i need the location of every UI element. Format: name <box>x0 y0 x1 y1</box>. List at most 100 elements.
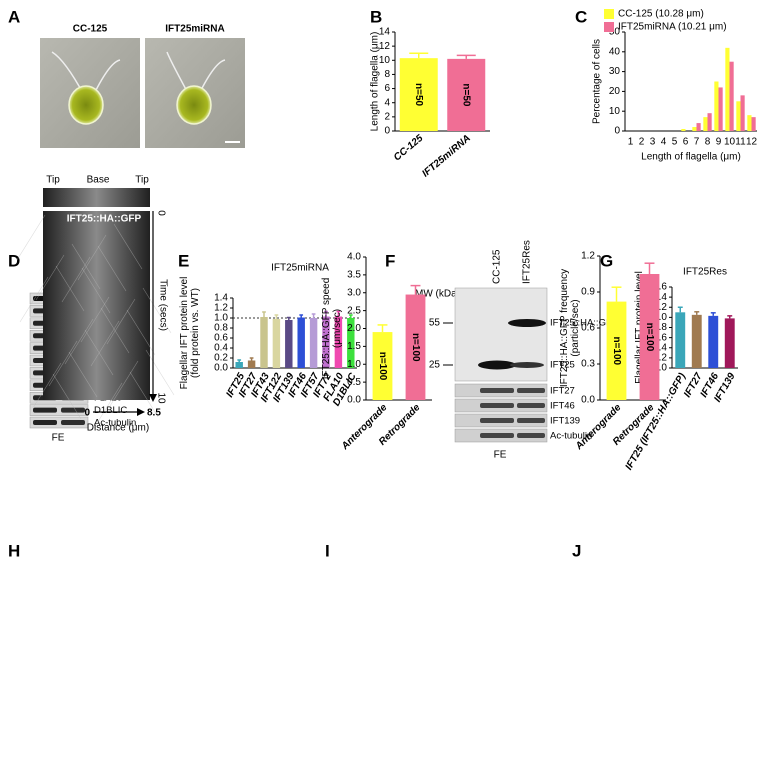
distance-tick: 0 <box>84 408 90 419</box>
y-tick-label: 10 <box>609 106 621 117</box>
kymo-track <box>84 329 114 376</box>
y-tick-label: 12 <box>379 41 391 52</box>
fraction-label: FE <box>52 433 65 444</box>
kymo-track <box>71 243 101 290</box>
mw-marker: 55 <box>429 318 441 329</box>
band <box>33 420 57 425</box>
band <box>61 420 85 425</box>
y-tick-label: 4 <box>384 97 390 108</box>
bar <box>405 294 426 400</box>
bar-annotation: n=100 <box>611 336 622 365</box>
micrograph-label: CC-125 <box>73 24 108 35</box>
bar <box>372 332 393 400</box>
bar <box>707 113 712 131</box>
bar <box>347 318 355 368</box>
kymo-track <box>93 382 123 429</box>
kymo-strip <box>43 188 150 207</box>
y-tick-label: 0.6 <box>214 333 228 344</box>
time-tick: 0 <box>155 210 166 216</box>
kymo-top-label: Base <box>87 175 110 186</box>
x-tick-label: IFT25miRNA <box>420 133 473 180</box>
legend-label: IFT25miRNA (10.21 μm) <box>618 22 727 33</box>
bar <box>725 47 730 132</box>
band <box>517 433 545 438</box>
kymo-track <box>32 362 62 409</box>
band <box>480 403 514 408</box>
kymo-top-label: Tip <box>46 175 60 186</box>
y-tick-label: 1.6 <box>653 282 667 293</box>
x-tick-label: 3 <box>650 137 656 148</box>
bar <box>675 312 686 368</box>
y-tick-label: 40 <box>609 46 621 57</box>
kymo-track <box>61 256 91 303</box>
panel-letter: G <box>600 251 613 270</box>
time-tick: 10 <box>155 392 166 404</box>
y-tick-label: 0.2 <box>653 353 667 364</box>
x-tick-label: 12 <box>746 137 758 148</box>
kymo-track <box>109 360 139 407</box>
bar <box>724 318 735 368</box>
bar <box>272 319 281 368</box>
x-tick-label: 11 <box>735 137 746 148</box>
kymo-track <box>129 371 159 418</box>
bar-annotation: n=50 <box>413 83 424 107</box>
y-tick-label: 0.4 <box>653 342 667 353</box>
y-tick-label: 8 <box>384 69 390 80</box>
y-axis-label: Length of flagella (μm) <box>370 32 381 132</box>
y-tick-label: 1.4 <box>653 292 667 303</box>
band <box>510 362 544 368</box>
chart-title: IFT25miRNA <box>271 263 329 274</box>
kymo-top-label: Tip <box>135 175 149 186</box>
distance-tick: 8.5 <box>147 408 161 419</box>
bar <box>235 362 243 368</box>
kymo-track <box>80 296 110 343</box>
bar <box>681 129 686 131</box>
panel-letter: F <box>385 251 395 270</box>
y-tick-label: 1.2 <box>653 302 667 313</box>
y-tick-label: 1.2 <box>581 251 595 262</box>
y-tick-label: 14 <box>379 27 391 38</box>
bar <box>703 117 708 131</box>
kymo-track <box>113 223 143 270</box>
kymo-track <box>142 287 172 334</box>
band-label: IFT25::HA::GFP <box>550 318 618 329</box>
x-tick-label: 6 <box>683 137 689 148</box>
arrow-head <box>149 394 157 402</box>
band-label: IFT46 <box>550 401 575 412</box>
distance-label: Distance (μm) <box>87 423 149 434</box>
fraction-label: FE <box>494 450 507 461</box>
x-tick-label: 4 <box>661 137 667 148</box>
y-tick-label: 4.0 <box>347 252 361 263</box>
bar-annotation: n=50 <box>461 83 472 107</box>
y-axis-label: (particle/sec) <box>570 299 581 356</box>
panel-letter: H <box>8 541 20 560</box>
x-tick-label: 7 <box>694 137 700 148</box>
bar <box>691 314 702 368</box>
y-tick-label: 1.0 <box>347 359 361 370</box>
panel-letter: B <box>370 7 382 26</box>
bar <box>639 274 660 400</box>
panel-letter: D <box>8 251 20 270</box>
band-label: Ac-tubulin <box>550 431 592 442</box>
kymo-track <box>106 298 136 345</box>
band <box>517 418 545 423</box>
band <box>517 388 545 393</box>
chart-title: IFT25Res <box>683 267 727 278</box>
cell <box>68 85 104 125</box>
y-tick-label: 0.8 <box>653 322 667 333</box>
y-tick-label: 0.9 <box>581 287 595 298</box>
kymo-track <box>16 214 46 261</box>
lane-label: CC-125 <box>492 249 503 284</box>
bar-annotation: n=100 <box>377 352 388 381</box>
time-label: Time (secs) <box>157 279 168 331</box>
y-tick-label: 0.8 <box>214 323 228 334</box>
bar-annotation: n=100 <box>644 323 655 352</box>
y-tick-label: 1.2 <box>214 303 228 314</box>
y-tick-label: 30 <box>609 66 621 77</box>
x-tick-label: 9 <box>716 137 722 148</box>
bar <box>322 316 330 368</box>
bar <box>309 318 318 368</box>
band <box>478 360 516 370</box>
y-tick-label: 20 <box>609 86 621 97</box>
band-label: IFT139 <box>550 416 580 427</box>
